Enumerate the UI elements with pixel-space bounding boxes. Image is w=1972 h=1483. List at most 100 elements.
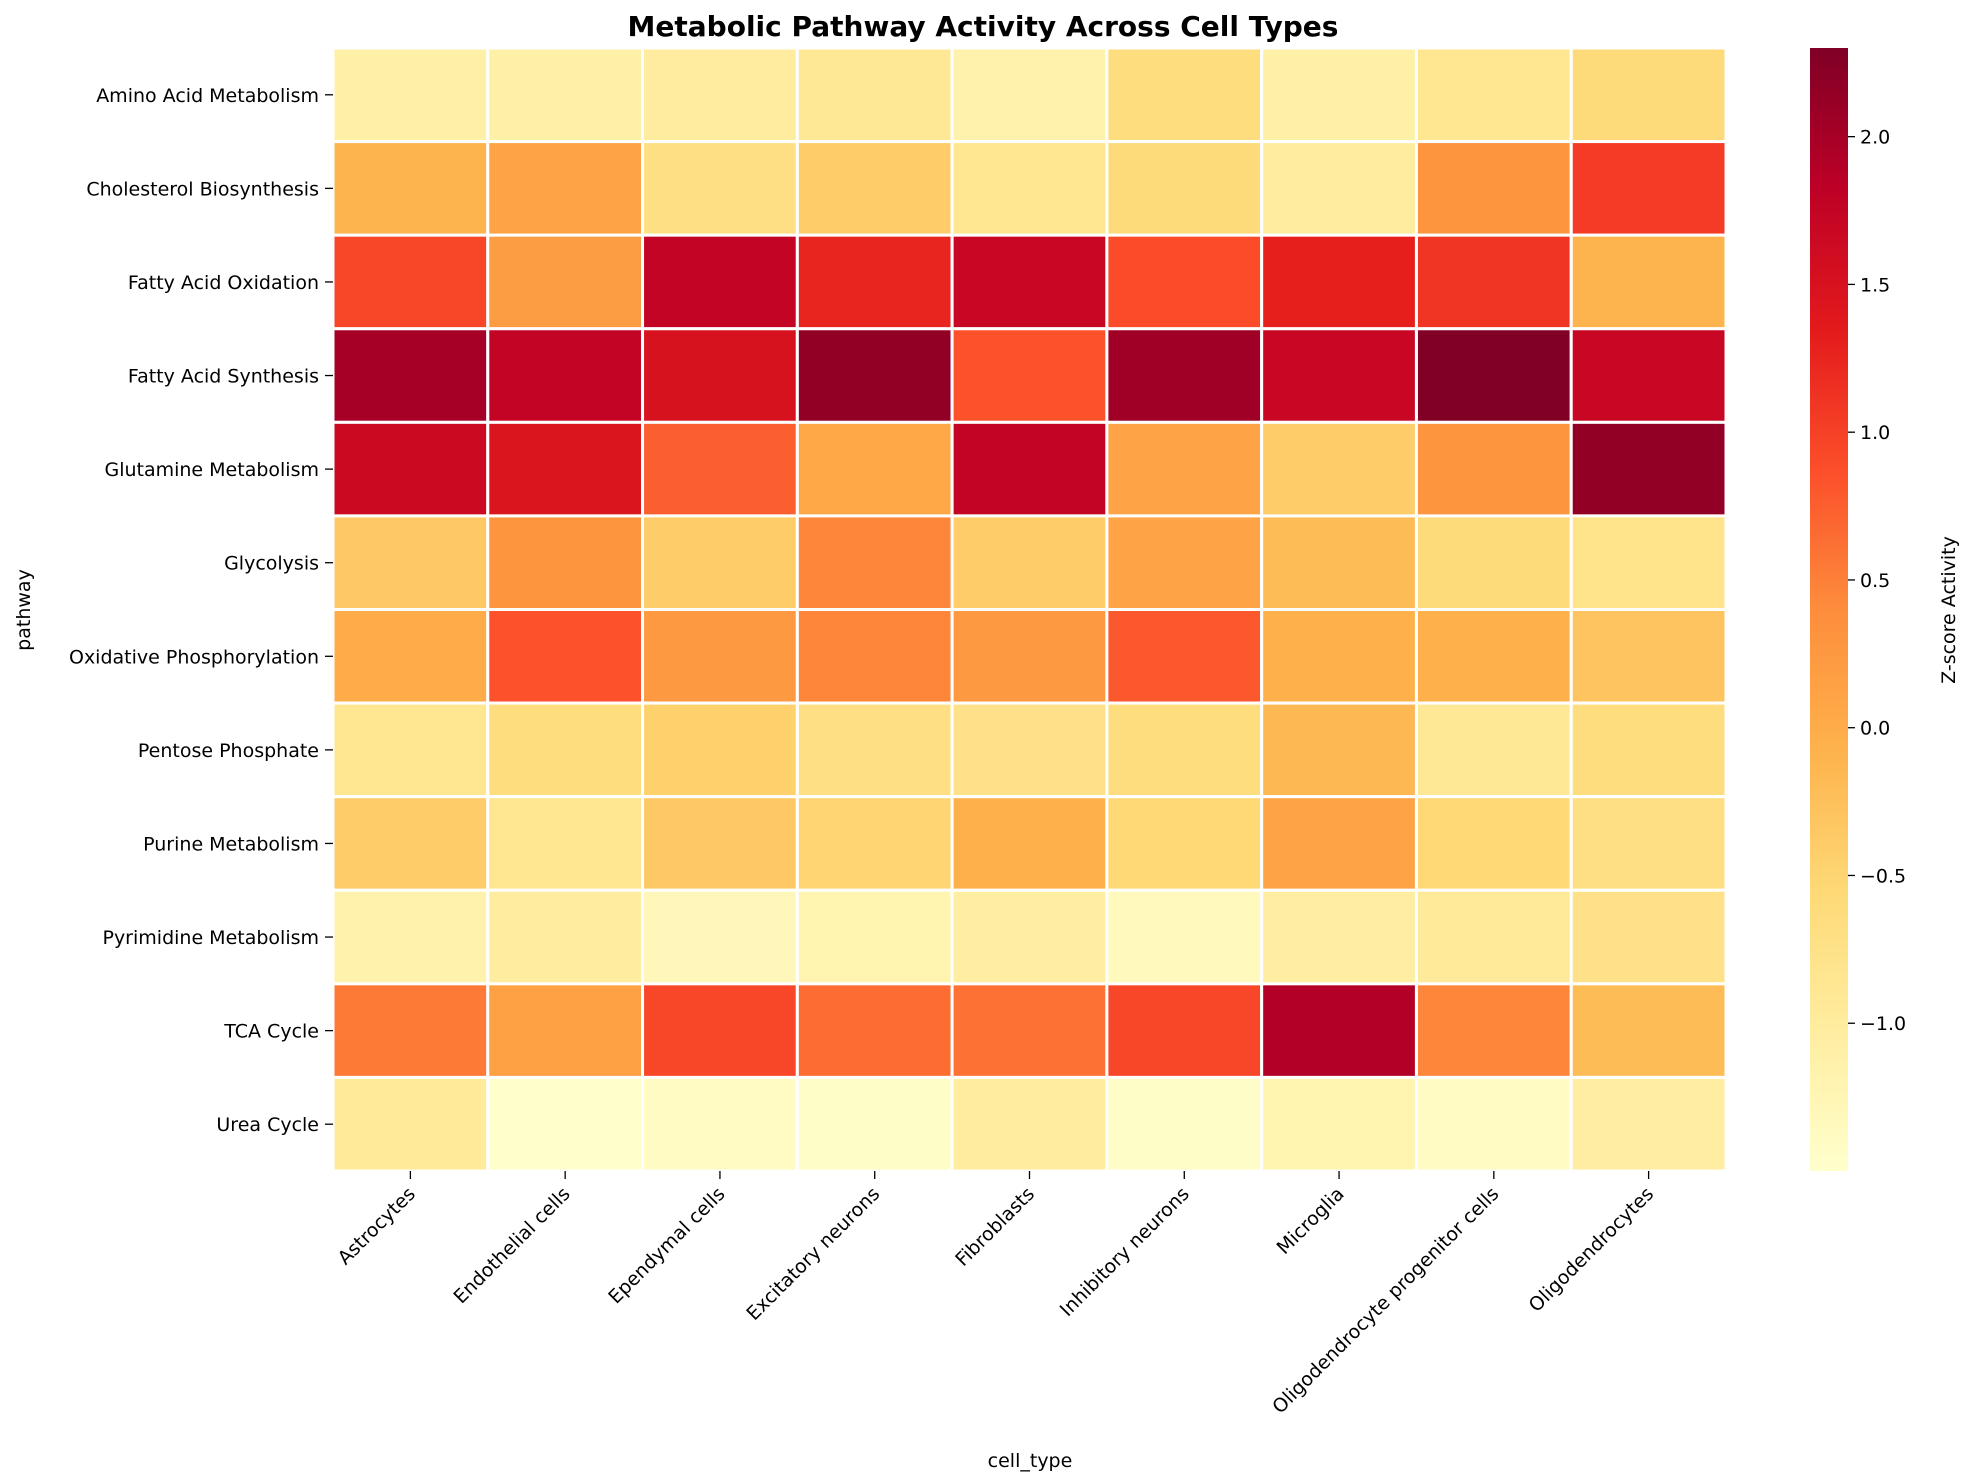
x-tick-label: Inhibitory neurons bbox=[1056, 1183, 1194, 1321]
heatmap-cell bbox=[1260, 982, 1418, 1079]
y-axis-label: pathway bbox=[13, 569, 35, 651]
heatmap-cell bbox=[795, 608, 954, 705]
heatmap-cell bbox=[1105, 420, 1264, 518]
heatmap-cell bbox=[486, 327, 645, 424]
heatmap-cell bbox=[486, 888, 645, 986]
heatmap-cell bbox=[1414, 46, 1573, 144]
heatmap-cell bbox=[331, 420, 490, 518]
heatmap-cell bbox=[950, 140, 1109, 237]
heatmap-cell bbox=[795, 982, 954, 1079]
y-tick-label: Pyrimidine Metabolism bbox=[102, 927, 319, 949]
heatmap-cell bbox=[486, 1075, 645, 1173]
colorbar-tick-label: 0.0 bbox=[1860, 718, 1890, 740]
heatmap-cell bbox=[950, 982, 1109, 1079]
heatmap-cell bbox=[1414, 982, 1573, 1079]
heatmap-cell bbox=[1260, 701, 1418, 799]
heatmap-cell bbox=[1260, 608, 1418, 705]
heatmap-cell bbox=[1569, 140, 1728, 237]
heatmap-cell bbox=[1569, 1075, 1728, 1173]
heatmap-cell bbox=[795, 888, 954, 986]
heatmap-cell bbox=[1260, 1075, 1418, 1173]
y-tick-label: Purine Metabolism bbox=[143, 833, 319, 855]
heatmap-cell bbox=[1414, 1075, 1573, 1173]
heatmap-cell bbox=[1260, 795, 1418, 892]
x-axis-label: cell_type bbox=[988, 1450, 1073, 1472]
heatmap-cell bbox=[486, 608, 645, 705]
heatmap-cell bbox=[331, 514, 490, 612]
heatmap-cell bbox=[795, 140, 954, 237]
heatmap-cell bbox=[1414, 140, 1573, 237]
heatmap-cell bbox=[950, 888, 1109, 986]
heatmap-cell bbox=[331, 233, 490, 331]
colorbar-tick-label: 0.5 bbox=[1860, 570, 1890, 592]
heatmap-cell bbox=[795, 701, 954, 799]
heatmap-cell bbox=[795, 327, 954, 424]
x-tick-label: Excitatory neurons bbox=[742, 1183, 884, 1325]
heatmap-cell bbox=[950, 701, 1109, 799]
heatmap-cell bbox=[641, 140, 799, 237]
heatmap-cell bbox=[1105, 701, 1264, 799]
heatmap-cell bbox=[331, 327, 490, 424]
y-tick-label: Urea Cycle bbox=[216, 1114, 319, 1136]
heatmap-cell bbox=[1414, 888, 1573, 986]
heatmap-cell bbox=[1260, 140, 1418, 237]
heatmap-cell bbox=[486, 982, 645, 1079]
heatmap-cell bbox=[641, 233, 799, 331]
heatmap-cell bbox=[950, 1075, 1109, 1173]
heatmap-cell bbox=[795, 1075, 954, 1173]
heatmap-cell bbox=[1569, 327, 1728, 424]
x-axis-ticks: Astrocytes Endothelial cells Ependymal cel… bbox=[334, 1171, 1659, 1418]
heatmap-cell bbox=[950, 46, 1109, 144]
x-tick-label: Ependymal cells bbox=[604, 1183, 729, 1308]
heatmap-cell bbox=[331, 888, 490, 986]
y-tick-label: Pentose Phosphate bbox=[138, 740, 319, 762]
y-tick-label: Fatty Acid Oxidation bbox=[128, 272, 319, 294]
heatmap-cell bbox=[641, 608, 799, 705]
heatmap-cell bbox=[486, 795, 645, 892]
heatmap-cell bbox=[1260, 46, 1418, 144]
heatmap-cell bbox=[950, 327, 1109, 424]
heatmap-cell bbox=[1569, 795, 1728, 892]
heatmap-cell bbox=[1105, 795, 1264, 892]
heatmap-cell bbox=[486, 140, 645, 237]
x-tick-label: Microglia bbox=[1273, 1183, 1349, 1259]
heatmap-cell bbox=[1105, 140, 1264, 237]
heatmap-cell bbox=[1569, 608, 1728, 705]
heatmap-cell bbox=[795, 420, 954, 518]
heatmap-cell bbox=[1414, 514, 1573, 612]
heatmap-cell bbox=[950, 608, 1109, 705]
heatmap-cell bbox=[1414, 795, 1573, 892]
heatmap-cell bbox=[1260, 327, 1418, 424]
heatmap-cell bbox=[1569, 46, 1728, 144]
heatmap-cell bbox=[795, 46, 954, 144]
heatmap-cell bbox=[1105, 46, 1264, 144]
heatmap-cell bbox=[641, 420, 799, 518]
heatmap-cell bbox=[1260, 420, 1418, 518]
heatmap-cell bbox=[641, 514, 799, 612]
heatmap-cell bbox=[641, 1075, 799, 1173]
heatmap-cell bbox=[1569, 233, 1728, 331]
y-tick-label: Glutamine Metabolism bbox=[104, 459, 319, 481]
colorbar bbox=[1810, 48, 1848, 1171]
heatmap-cell bbox=[486, 514, 645, 612]
heatmap-cell bbox=[641, 46, 799, 144]
heatmap-cell bbox=[795, 795, 954, 892]
heatmap-cell bbox=[331, 1075, 490, 1173]
heatmap-cell bbox=[641, 888, 799, 986]
y-tick-label: TCA Cycle bbox=[223, 1021, 319, 1043]
x-tick-label: Oligodendrocytes bbox=[1525, 1183, 1659, 1317]
heatmap-cell bbox=[1414, 233, 1573, 331]
heatmap-cell bbox=[1414, 327, 1573, 424]
y-tick-label: Glycolysis bbox=[224, 553, 319, 575]
y-axis-ticks: Amino Acid Metabolism Cholesterol Biosynt… bbox=[69, 85, 333, 1136]
colorbar-tick-label: −1.0 bbox=[1860, 1013, 1906, 1035]
heatmap-cell bbox=[1105, 1075, 1264, 1173]
heatmap-cell bbox=[331, 982, 490, 1079]
heatmap-cell bbox=[1569, 888, 1728, 986]
x-tick-label: Fibroblasts bbox=[951, 1183, 1039, 1271]
y-tick-label: Oxidative Phosphorylation bbox=[69, 646, 319, 668]
heatmap-cell bbox=[1260, 514, 1418, 612]
y-tick-label: Amino Acid Metabolism bbox=[96, 85, 319, 107]
heatmap-cell bbox=[950, 514, 1109, 612]
